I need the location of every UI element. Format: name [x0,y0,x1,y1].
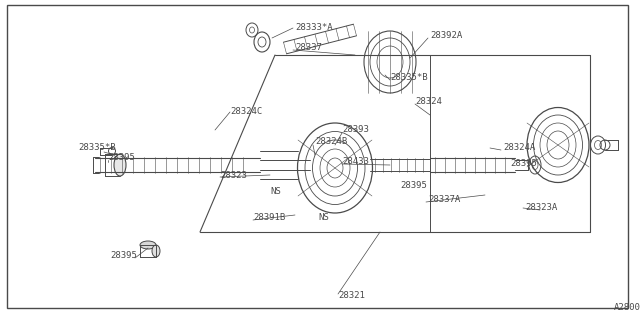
Text: 28393: 28393 [342,125,369,134]
Text: 28324C: 28324C [230,108,262,116]
Text: 28324: 28324 [415,98,442,107]
Text: 28395: 28395 [108,154,135,163]
Text: 28333*A: 28333*A [295,23,333,33]
Text: 28335*B: 28335*B [390,74,428,83]
Text: 28335*B: 28335*B [78,143,116,153]
Text: 28337: 28337 [295,44,322,52]
Text: NS: NS [270,188,281,196]
Text: 28395: 28395 [110,252,137,260]
Text: 28321: 28321 [338,292,365,300]
Text: 28323A: 28323A [525,203,557,212]
Text: 28395: 28395 [510,158,537,167]
Text: 28324B: 28324B [315,138,348,147]
Text: 28392A: 28392A [430,30,462,39]
Text: NS: NS [318,213,329,222]
Ellipse shape [140,241,156,249]
Text: A280001222: A280001222 [614,303,640,313]
Text: 28391B: 28391B [253,213,285,222]
Text: 28337A: 28337A [428,196,460,204]
Text: 28323: 28323 [220,171,247,180]
Ellipse shape [152,245,160,257]
Text: 28324A: 28324A [503,143,535,153]
Text: 28395: 28395 [400,181,427,190]
Text: 28433: 28433 [342,157,369,166]
Ellipse shape [114,154,126,176]
